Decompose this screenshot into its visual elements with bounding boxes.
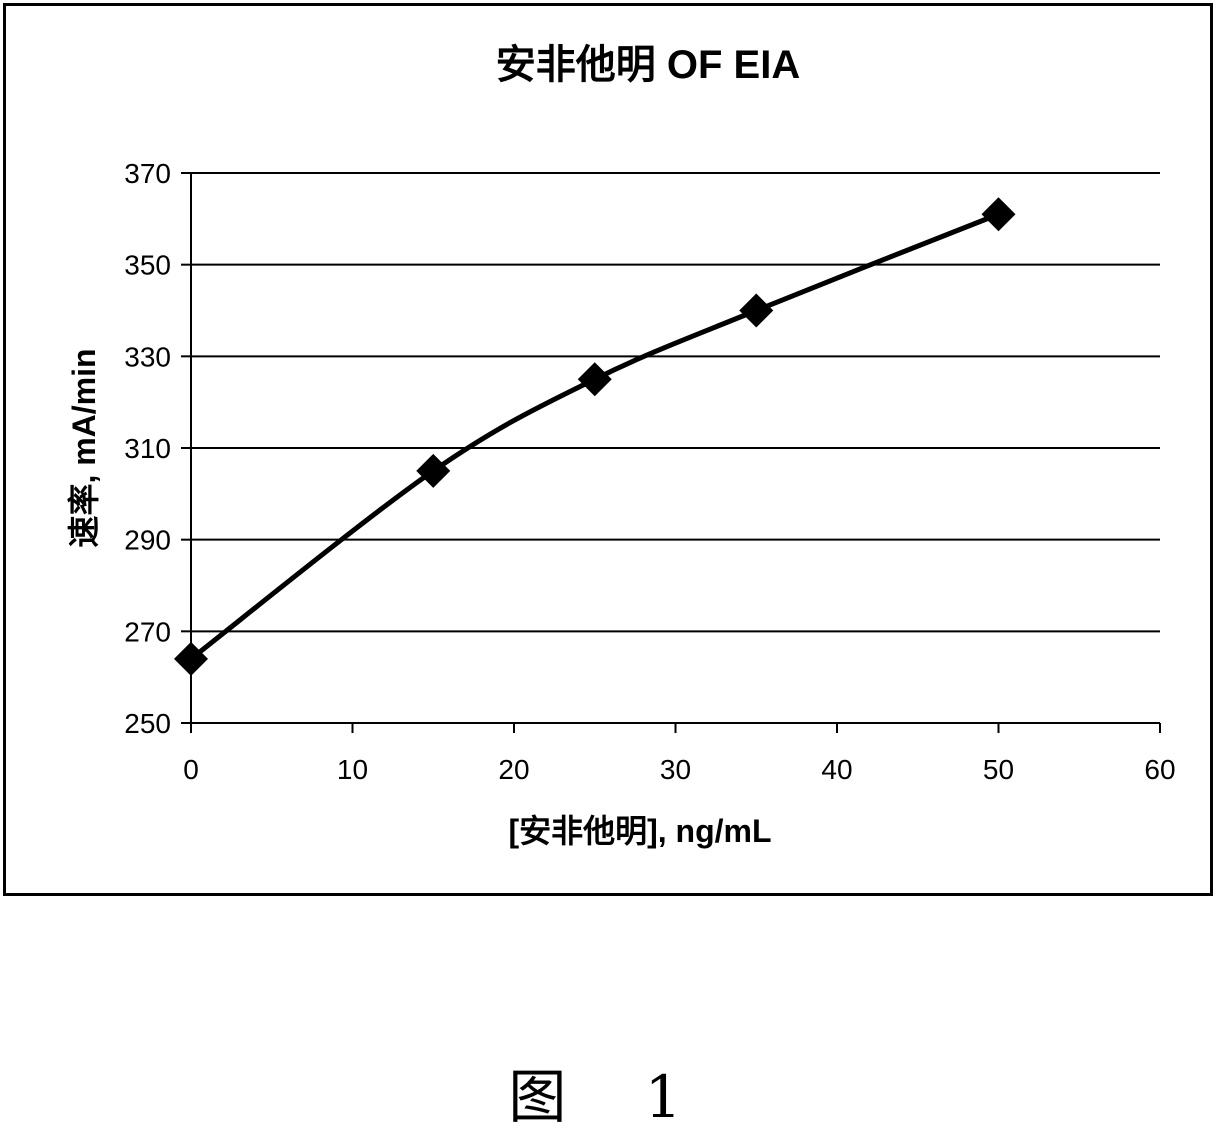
- x-axis-ticks: 0 10 20 30 40 50 60: [183, 723, 1175, 785]
- y-tick-label: 250: [124, 708, 171, 739]
- data-point-1: [416, 454, 450, 488]
- data-markers: [174, 197, 1016, 676]
- x-tick-label: 20: [498, 754, 529, 785]
- x-tick-label: 10: [337, 754, 368, 785]
- x-tick-label: 30: [660, 754, 691, 785]
- y-tick-label: 330: [124, 341, 171, 372]
- series-line: [191, 214, 999, 659]
- y-axis-label: 速率, mA/min: [66, 348, 102, 547]
- data-point-3: [739, 294, 773, 328]
- series-line-group: [191, 214, 999, 659]
- x-axis-label: [安非他明], ng/mL: [508, 813, 771, 849]
- data-point-4: [982, 197, 1016, 231]
- chart: 安非他明 OF EIA 250 270 290 310 330 350 370 0 10 20 3…: [0, 0, 1220, 1000]
- x-tick-label: 0: [183, 754, 199, 785]
- y-tick-label: 270: [124, 616, 171, 647]
- grid-lines: [191, 173, 1160, 631]
- x-tick-label: 40: [821, 754, 852, 785]
- chart-title: 安非他明 OF EIA: [496, 43, 800, 87]
- x-tick-label: 50: [983, 754, 1014, 785]
- data-point-2: [578, 362, 612, 396]
- y-tick-label: 370: [124, 158, 171, 189]
- y-tick-label: 310: [124, 433, 171, 464]
- y-tick-label: 290: [124, 525, 171, 556]
- figure-caption: 图 1: [0, 1050, 1220, 1134]
- x-tick-label: 60: [1144, 754, 1175, 785]
- y-tick-label: 350: [124, 250, 171, 281]
